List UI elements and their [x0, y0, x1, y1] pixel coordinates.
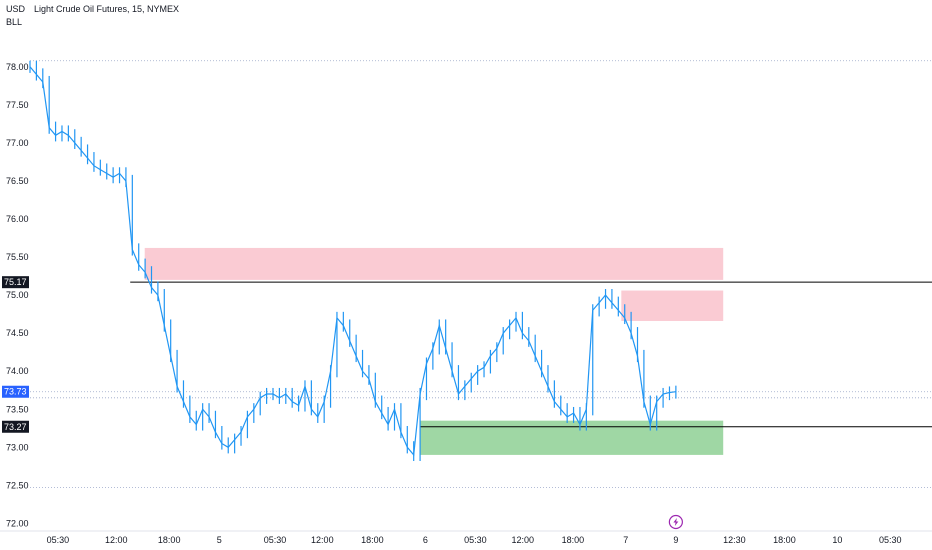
level-lines — [130, 281, 932, 428]
level-price-badge-background — [2, 420, 29, 433]
lightning-bolt-glyph — [673, 518, 679, 526]
current-price-badge-background — [2, 385, 29, 398]
level-price-badge: 75.17 — [4, 277, 27, 287]
current-price-badge: 73.73 — [4, 387, 27, 397]
x-tick-label: 18:00 — [773, 535, 796, 545]
y-tick-label: 73.00 — [6, 442, 29, 452]
resistance-zone — [144, 247, 724, 280]
x-tick-label: 12:00 — [105, 535, 128, 545]
price-axis[interactable]: 78.00 77.50 77.00 76.50 76.00 75.50 75.00 74.50… — [6, 62, 29, 529]
support-zone — [419, 420, 724, 455]
level-price-badge-background — [2, 276, 29, 289]
y-tick-label: 72.00 — [6, 518, 29, 528]
x-tick-label: 9 — [673, 535, 678, 545]
y-tick-label: 73.50 — [6, 404, 29, 414]
x-tick-label: 18:00 — [361, 535, 384, 545]
y-tick-label: 78.00 — [6, 62, 29, 72]
price-series — [29, 60, 677, 461]
y-tick-label: 76.00 — [6, 214, 29, 224]
y-tick-label: 74.00 — [6, 366, 29, 376]
x-tick-label: 12:00 — [511, 535, 534, 545]
price-badges: 75.17 73.27 73.73 — [2, 276, 29, 433]
y-tick-label: 76.50 — [6, 176, 29, 186]
y-tick-label: 75.00 — [6, 290, 29, 300]
x-tick-label: 10 — [832, 535, 842, 545]
event-marker[interactable] — [668, 514, 683, 530]
y-tick-label: 74.50 — [6, 328, 29, 338]
y-tick-label: 77.50 — [6, 100, 29, 110]
x-tick-label: 12:00 — [311, 535, 334, 545]
y-tick-label: 75.50 — [6, 252, 29, 262]
chart-title: Light Crude Oil Futures, 15, NYMEX — [34, 4, 180, 14]
resistance-zone — [621, 290, 724, 321]
x-tick-label: 05:30 — [464, 535, 487, 545]
x-tick-label: 7 — [623, 535, 628, 545]
level-price-badge: 73.27 — [4, 422, 27, 432]
y-tick-label: 72.50 — [6, 480, 29, 490]
x-tick-label: 12:30 — [723, 535, 746, 545]
y-tick-label: 77.00 — [6, 138, 29, 148]
x-tick-label: 05:30 — [47, 535, 70, 545]
x-tick-label: 05:30 — [264, 535, 287, 545]
price-line — [29, 66, 676, 457]
grid-lines — [30, 60, 932, 489]
x-tick-label: 18:00 — [562, 535, 585, 545]
x-tick-label: 18:00 — [158, 535, 181, 545]
unit-label: BLL — [6, 17, 23, 27]
x-tick-label: 6 — [423, 535, 428, 545]
x-tick-label: 5 — [217, 535, 222, 545]
x-tick-label: 05:30 — [879, 535, 902, 545]
time-axis[interactable]: 05:30 12:00 18:00 5 05:30 12:00 18:00 6 05:30 12:… — [0, 530, 932, 545]
currency-label: USD — [6, 4, 26, 14]
